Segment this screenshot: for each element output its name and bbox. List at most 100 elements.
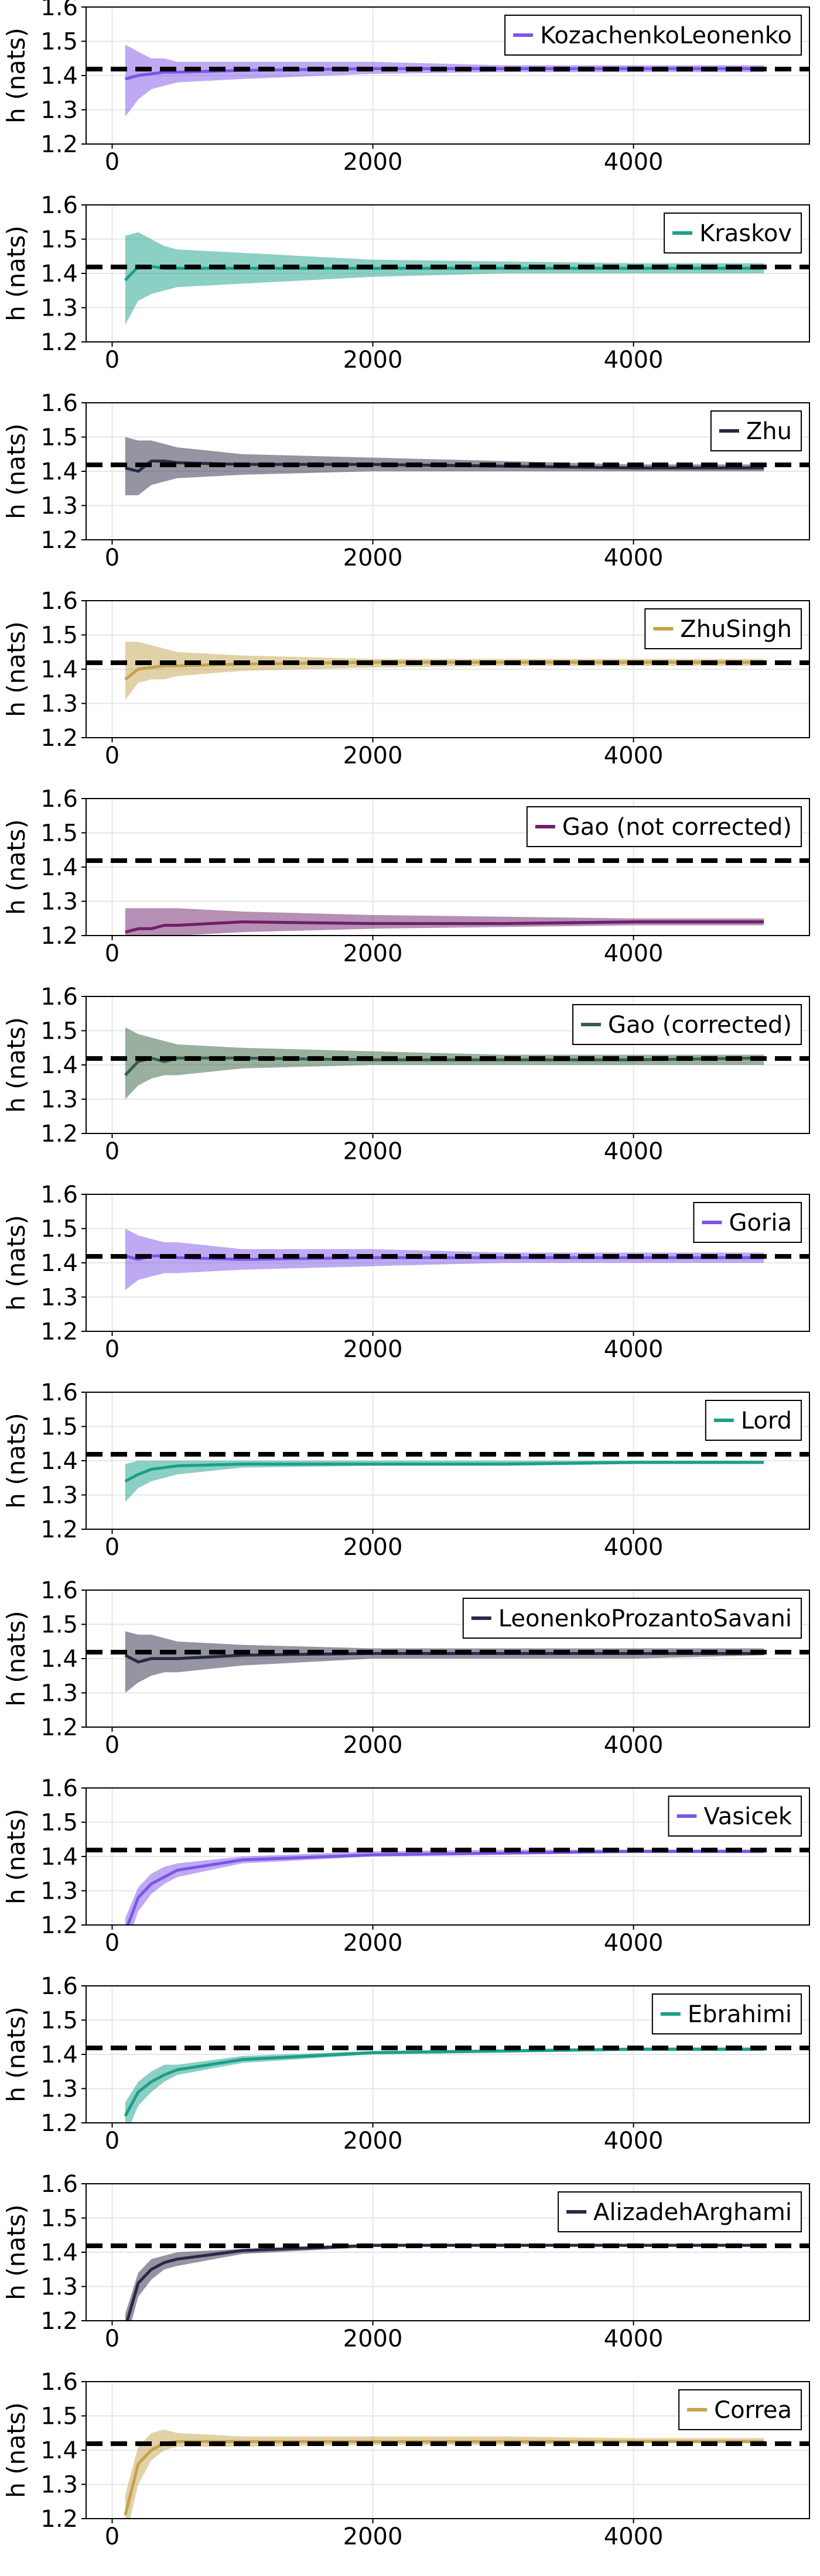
x-tick-label: 2000: [343, 1138, 403, 1165]
y-tick-label: 1.6: [40, 1775, 78, 1802]
legend: Ebrahimi: [651, 1993, 802, 2034]
y-axis-label: h (nats): [2, 225, 30, 321]
y-tick-label: 1.6: [40, 786, 78, 813]
legend: AlizadehArghami: [558, 2191, 802, 2232]
y-tick-label: 1.2: [40, 329, 78, 356]
plot-content: [86, 2429, 809, 2519]
legend-box: [572, 1004, 802, 1045]
x-tick-label: 0: [105, 940, 119, 967]
y-tick-label: 1.6: [40, 1973, 78, 2000]
x-tick-label: 0: [105, 1930, 119, 1957]
x-tick-label: 4000: [604, 742, 664, 769]
x-tick-label: 2000: [343, 149, 403, 176]
x-tick-label: 0: [105, 1336, 119, 1363]
y-tick-label: 1.5: [40, 1612, 78, 1639]
legend: Vasicek: [668, 1796, 802, 1837]
y-tick-label: 1.4: [40, 1844, 78, 1871]
legend-box: [526, 806, 802, 847]
x-tick-label: 4000: [604, 1732, 664, 1759]
y-tick-label: 1.6: [40, 984, 78, 1010]
y-tick-label: 1.2: [40, 1121, 78, 1147]
y-tick-label: 1.5: [40, 1018, 78, 1045]
x-tick-label: 4000: [604, 940, 664, 967]
x-tick-label: 4000: [604, 1138, 664, 1165]
x-tick-label: 0: [105, 1534, 119, 1561]
y-axis-label: h (nats): [2, 621, 30, 717]
y-tick-label: 1.5: [40, 2008, 78, 2034]
y-tick-label: 1.3: [40, 1087, 78, 1114]
plot-content: [86, 1027, 809, 1099]
legend: Zhu: [710, 410, 802, 451]
legend: ZhuSingh: [644, 608, 802, 649]
x-tick-label: 0: [105, 2128, 119, 2154]
confidence-band: [125, 1228, 764, 1290]
y-tick-label: 1.3: [40, 2472, 78, 2499]
y-axis-label: h (nats): [2, 819, 30, 914]
x-tick-label: 2000: [343, 2128, 403, 2154]
legend-label: LeonenkoProzantoSavani: [498, 1605, 792, 1632]
y-tick-label: 1.3: [40, 97, 78, 124]
y-tick-label: 1.2: [40, 1714, 78, 1741]
x-tick-label: 2000: [343, 347, 403, 374]
legend: LeonenkoProzantoSavani: [462, 1598, 802, 1639]
x-tick-label: 4000: [604, 2128, 664, 2154]
plot-content: [86, 44, 809, 117]
legend-label: ZhuSingh: [680, 616, 792, 643]
y-tick-label: 1.2: [40, 1318, 78, 1345]
x-tick-label: 0: [105, 149, 119, 176]
legend-label: AlizadehArghami: [593, 2199, 792, 2226]
y-axis-label: h (nats): [2, 1413, 30, 1508]
confidence-band: [125, 1631, 764, 1693]
y-axis-label: h (nats): [2, 1808, 30, 1904]
y-tick-label: 1.2: [40, 1516, 78, 1543]
panel-ebrahimi: 0 2000 4000 1.2 1.3 1.4 1.5 1.6 h (nats) Ebrahimi: [2, 1973, 810, 2154]
x-tick-label: 0: [105, 1732, 119, 1759]
legend-label: Gao (not corrected): [562, 814, 792, 841]
legend: Gao (not corrected): [526, 806, 802, 847]
y-tick-label: 1.3: [40, 2076, 78, 2103]
legend-box: [558, 2191, 802, 2232]
legend-label: Zhu: [746, 418, 792, 445]
y-tick-label: 1.4: [40, 1250, 78, 1277]
y-axis-label: h (nats): [2, 2402, 30, 2498]
x-tick-label: 4000: [604, 2325, 664, 2352]
y-tick-label: 1.5: [40, 1414, 78, 1441]
x-tick-label: 4000: [604, 1336, 664, 1363]
legend-label: Kraskov: [699, 220, 792, 247]
y-tick-label: 1.6: [40, 2171, 78, 2198]
x-tick-label: 0: [105, 1138, 119, 1165]
y-tick-label: 1.6: [40, 2369, 78, 2396]
legend-label: Vasicek: [704, 1803, 792, 1830]
y-tick-label: 1.3: [40, 295, 78, 322]
y-tick-label: 1.3: [40, 1284, 78, 1311]
y-tick-label: 1.6: [40, 192, 78, 219]
y-tick-label: 1.3: [40, 889, 78, 916]
plot-content: [86, 2243, 809, 2321]
panel-lord: 0 2000 4000 1.2 1.3 1.4 1.5 1.6 h (nats) Lord: [2, 1379, 810, 1561]
x-tick-label: 4000: [604, 2523, 664, 2550]
plot-content: [86, 1631, 809, 1693]
x-tick-label: 2000: [343, 1930, 403, 1957]
legend: Kraskov: [664, 213, 802, 254]
confidence-band: [125, 232, 764, 325]
y-tick-label: 1.2: [40, 2110, 78, 2137]
legend-label: Goria: [729, 1210, 792, 1236]
y-tick-label: 1.2: [40, 725, 78, 752]
y-tick-label: 1.5: [40, 2205, 78, 2232]
x-tick-label: 2000: [343, 544, 403, 571]
panel-gao-corrected: 0 2000 4000 1.2 1.3 1.4 1.5 1.6 h (nats) Gao (cor…: [2, 984, 810, 1165]
legend-label: Ebrahimi: [688, 2001, 792, 2028]
plot-content: [86, 2045, 809, 2123]
y-tick-label: 1.6: [40, 588, 78, 615]
y-tick-label: 1.4: [40, 1052, 78, 1079]
panel-kraskov: 0 2000 4000 1.2 1.3 1.4 1.5 1.6 h (nats) Kraskov: [2, 192, 810, 374]
y-tick-label: 1.3: [40, 2274, 78, 2301]
y-tick-label: 1.5: [40, 622, 78, 649]
x-tick-label: 2000: [343, 742, 403, 769]
x-tick-label: 4000: [604, 347, 664, 374]
y-tick-label: 1.4: [40, 261, 78, 287]
plot-content: [86, 1451, 809, 1502]
y-tick-label: 1.4: [40, 63, 78, 90]
legend-box: [504, 15, 802, 56]
y-tick-label: 1.3: [40, 1680, 78, 1707]
